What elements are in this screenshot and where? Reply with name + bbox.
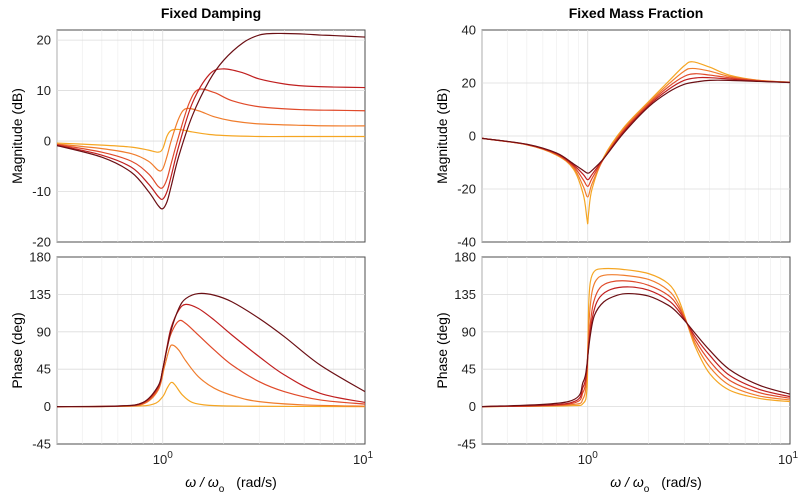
y-tick-label: 180	[454, 250, 476, 265]
series-line-z5	[482, 79, 790, 174]
x-tick-label: 101	[778, 450, 798, 467]
y-tick-label: -20	[457, 182, 476, 197]
axes-mag-damping: -20 -10 0 10 20 Fixed Damping Magnitude (dB)	[9, 5, 366, 250]
y-tick-label: 0	[469, 399, 476, 414]
axes-phase-mass: -45 0 45 90 135 180 Phase (deg) 100 101 ω / ωo (ra…	[434, 250, 798, 496]
series-line-mu4	[57, 68, 365, 201]
y-tick-label: 45	[462, 362, 476, 377]
series-line-mu5	[57, 292, 365, 408]
x-tick-label: 100	[578, 450, 598, 467]
axes-phase-damping: -45 0 45 90 135 180 Phase (deg) 100 101 ω / ωo (ra…	[9, 250, 373, 496]
y-tick-label: 90	[462, 324, 476, 339]
y-tick-label: 20	[462, 76, 476, 91]
x-axis-label: ω / ωo (rad/s)	[185, 474, 277, 495]
series-line-z1	[482, 267, 790, 408]
y-tick-label: 40	[462, 23, 476, 38]
series-line-mu5	[57, 32, 365, 210]
y-tick-label: 0	[44, 399, 51, 414]
series-line-z5	[482, 292, 790, 408]
series-line-mu2	[57, 107, 365, 172]
y-tick-label: -10	[32, 184, 51, 199]
y-axis-label: Phase (deg)	[434, 312, 450, 388]
axes-mag-mass: -40 -20 0 20 40 Fixed Mass Fraction Magnitude …	[434, 5, 791, 250]
y-axis-label: Magnitude (dB)	[434, 88, 450, 184]
plot-area	[481, 256, 791, 445]
series-line-z3	[482, 73, 790, 187]
y-tick-label: 0	[469, 129, 476, 144]
y-tick-label: -40	[457, 235, 476, 250]
y-tick-label: -20	[32, 235, 51, 250]
y-axis-label: Phase (deg)	[9, 312, 25, 388]
x-tick-label: 101	[353, 450, 373, 467]
y-tick-label: 135	[454, 287, 476, 302]
y-tick-label: 180	[29, 250, 51, 265]
y-tick-label: 20	[37, 33, 51, 48]
x-tick-label: 100	[153, 450, 173, 467]
y-tick-label: -45	[457, 437, 476, 452]
y-axis-label: Magnitude (dB)	[9, 88, 25, 184]
y-tick-label: 45	[37, 362, 51, 377]
y-tick-label: 90	[37, 324, 51, 339]
y-tick-label: 10	[37, 83, 51, 98]
series-line-mu1	[57, 381, 365, 408]
series-line-mu3	[57, 319, 365, 408]
series-line-z1	[482, 61, 790, 225]
series-line-z4	[482, 76, 790, 181]
chart-title: Fixed Damping	[161, 5, 261, 21]
y-tick-label: 135	[29, 287, 51, 302]
y-tick-label: 0	[44, 134, 51, 149]
x-axis-label: ω / ωo (rad/s)	[610, 474, 702, 495]
y-tick-label: -45	[32, 437, 51, 452]
series-line-mu3	[57, 88, 365, 189]
series-line-mu2	[57, 344, 365, 408]
chart-title: Fixed Mass Fraction	[569, 5, 704, 21]
plot-area	[56, 256, 366, 445]
